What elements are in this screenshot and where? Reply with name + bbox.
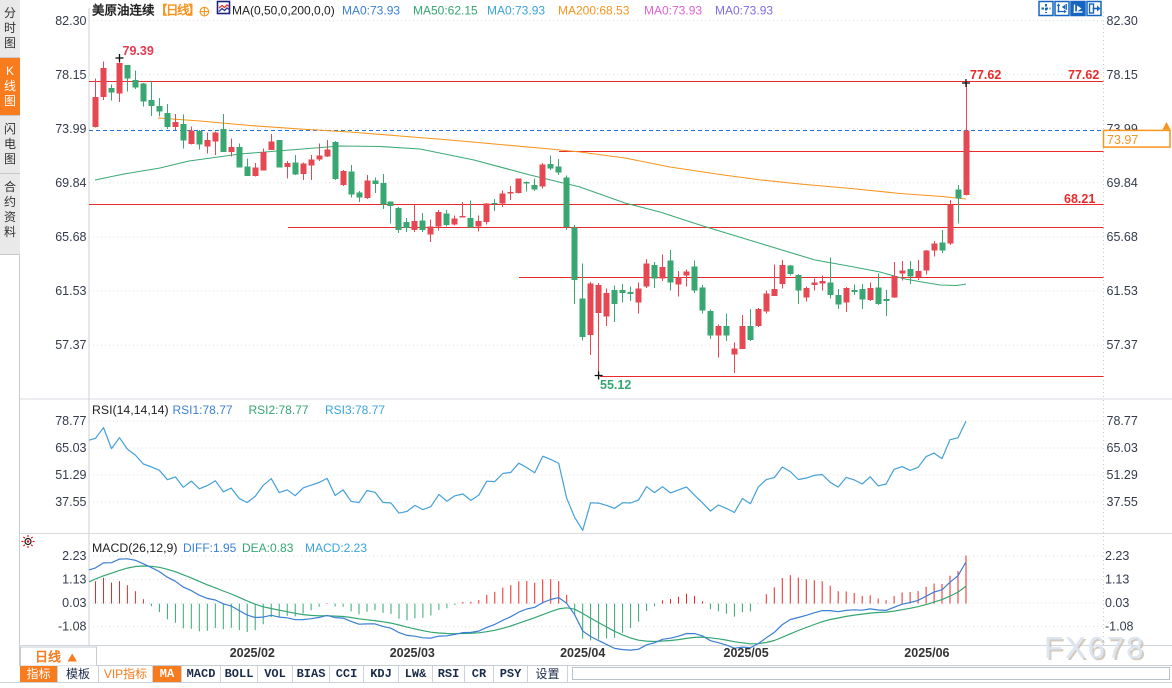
svg-text:65.68: 65.68 bbox=[1107, 230, 1138, 244]
svg-text:73.99: 73.99 bbox=[55, 122, 86, 136]
svg-text:美原油连续: 美原油连续 bbox=[92, 3, 155, 18]
svg-text:37.55: 37.55 bbox=[55, 495, 86, 509]
svg-text:2025/06: 2025/06 bbox=[904, 646, 949, 660]
svg-text:FX678: FX678 bbox=[1046, 632, 1147, 667]
svg-text:MACD(26,12,9): MACD(26,12,9) bbox=[92, 541, 177, 555]
svg-text:68.21: 68.21 bbox=[1064, 192, 1095, 206]
svg-text:DEA:0.83: DEA:0.83 bbox=[242, 541, 294, 555]
svg-text:1.13: 1.13 bbox=[62, 573, 86, 587]
svg-text:0.03: 0.03 bbox=[62, 596, 86, 610]
svg-text:RSI(14,14,14): RSI(14,14,14) bbox=[92, 403, 169, 417]
svg-text:DIFF:1.95: DIFF:1.95 bbox=[183, 541, 237, 555]
svg-text:82.30: 82.30 bbox=[55, 14, 86, 28]
svg-text:2025/03: 2025/03 bbox=[390, 646, 435, 660]
svg-text:77.62: 77.62 bbox=[970, 68, 1001, 82]
svg-text:RSI3:78.77: RSI3:78.77 bbox=[325, 403, 385, 417]
svg-text:-1.08: -1.08 bbox=[1105, 620, 1134, 634]
svg-text:78.15: 78.15 bbox=[55, 68, 86, 82]
svg-text:61.53: 61.53 bbox=[55, 284, 86, 298]
svg-text:2025/04: 2025/04 bbox=[560, 646, 605, 660]
svg-text:37.55: 37.55 bbox=[1107, 495, 1138, 509]
svg-text:MA0:73.93: MA0:73.93 bbox=[715, 4, 773, 18]
svg-text:57.37: 57.37 bbox=[1107, 338, 1138, 352]
svg-text:78.77: 78.77 bbox=[1107, 414, 1138, 428]
svg-text:82.30: 82.30 bbox=[1107, 14, 1138, 28]
svg-text:79.39: 79.39 bbox=[123, 44, 154, 58]
svg-text:57.37: 57.37 bbox=[55, 338, 86, 352]
svg-text:MA(0,50,0,200,0,0): MA(0,50,0,200,0,0) bbox=[232, 4, 335, 18]
svg-text:69.84: 69.84 bbox=[55, 176, 86, 190]
svg-text:MA50:62.15: MA50:62.15 bbox=[413, 4, 478, 18]
svg-text:日线: 日线 bbox=[35, 650, 61, 665]
svg-text:0.03: 0.03 bbox=[1105, 596, 1129, 610]
svg-text:1.13: 1.13 bbox=[1105, 573, 1129, 587]
svg-text:65.03: 65.03 bbox=[55, 441, 86, 455]
svg-text:MA0:73.93: MA0:73.93 bbox=[342, 4, 400, 18]
svg-text:61.53: 61.53 bbox=[1107, 284, 1138, 298]
svg-text:MACD:2.23: MACD:2.23 bbox=[305, 541, 367, 555]
svg-text:RSI1:78.77: RSI1:78.77 bbox=[173, 403, 233, 417]
svg-text:78.15: 78.15 bbox=[1107, 68, 1138, 82]
svg-text:51.29: 51.29 bbox=[55, 468, 86, 482]
svg-text:-1.08: -1.08 bbox=[58, 620, 87, 634]
svg-text:RSI2:78.77: RSI2:78.77 bbox=[249, 403, 309, 417]
svg-text:65.03: 65.03 bbox=[1107, 441, 1138, 455]
svg-text:2.23: 2.23 bbox=[1105, 549, 1129, 563]
svg-text:78.77: 78.77 bbox=[55, 414, 86, 428]
svg-text:【日线】: 【日线】 bbox=[155, 3, 199, 18]
svg-text:MA0:73.93: MA0:73.93 bbox=[487, 4, 545, 18]
svg-text:65.68: 65.68 bbox=[55, 230, 86, 244]
svg-text:51.29: 51.29 bbox=[1107, 468, 1138, 482]
svg-text:2025/05: 2025/05 bbox=[724, 646, 769, 660]
svg-text:2.23: 2.23 bbox=[62, 549, 86, 563]
svg-text:2025/02: 2025/02 bbox=[230, 646, 275, 660]
svg-text:73.97: 73.97 bbox=[1107, 133, 1138, 147]
svg-text:69.84: 69.84 bbox=[1107, 176, 1138, 190]
svg-text:MA0:73.93: MA0:73.93 bbox=[644, 4, 702, 18]
svg-text:MA200:68.53: MA200:68.53 bbox=[558, 4, 630, 18]
svg-text:77.62: 77.62 bbox=[1068, 68, 1099, 82]
svg-text:FX678: FX678 bbox=[1044, 630, 1145, 665]
svg-text:55.12: 55.12 bbox=[600, 378, 631, 392]
